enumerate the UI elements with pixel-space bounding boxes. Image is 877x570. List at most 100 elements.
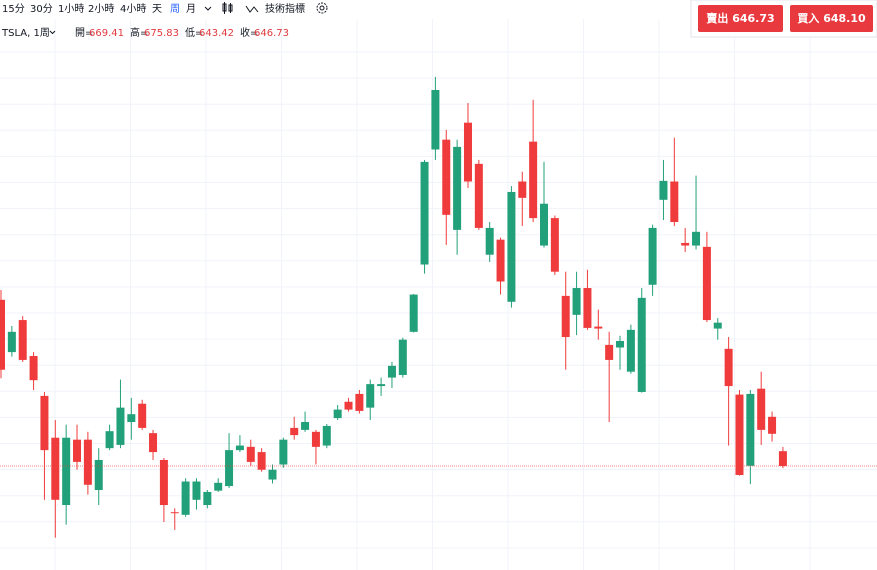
candle-body: [550, 218, 559, 272]
candle-body: [235, 445, 244, 451]
candle-body: [681, 242, 690, 246]
buy-text[interactable]: 買入 648.10: [797, 12, 866, 25]
legend-value: 646.73: [254, 28, 289, 39]
candle-body: [138, 403, 147, 428]
candle-body: [474, 163, 483, 228]
candles: [0, 76, 877, 538]
candle-body: [159, 459, 168, 506]
candle-body: [713, 322, 722, 329]
buy-price[interactable]: 648.10: [823, 12, 866, 25]
indicators-button[interactable]: 技術指標: [265, 2, 305, 15]
candle-body: [463, 122, 472, 182]
candle-icon[interactable]: [222, 2, 233, 14]
buy-label[interactable]: 買入: [797, 12, 819, 25]
candle-body: [757, 388, 766, 430]
candle-body: [518, 181, 527, 198]
candle-body: [594, 326, 603, 329]
candle-body: [116, 407, 125, 445]
interval-button[interactable]: 30分: [30, 3, 53, 15]
candle-body: [0, 299, 5, 370]
candle-body: [355, 393, 364, 411]
candle-body: [420, 161, 429, 265]
candle-body: [637, 297, 646, 392]
toolbar: 技術指標 15分 30分 1小時 2小時 4小時天周月: [2, 2, 328, 15]
candle-body: [768, 416, 777, 434]
candle-body: [203, 491, 212, 506]
candle-body: [616, 340, 625, 348]
sell-price[interactable]: 646.73: [732, 12, 774, 25]
candle-body: [583, 288, 592, 328]
dropdown-icon[interactable]: [204, 6, 212, 11]
candle-body: [735, 394, 744, 475]
candle-body: [442, 139, 451, 215]
candle-body: [670, 181, 679, 223]
legend-label: 高=: [130, 26, 148, 39]
candle-body: [540, 203, 548, 246]
legend-label: 收=: [240, 26, 258, 39]
candle-body: [181, 481, 190, 515]
candle-body: [62, 437, 71, 506]
candle-body: [170, 512, 179, 514]
candle-body: [626, 329, 635, 372]
candle-body: [778, 451, 787, 466]
candle-body: [377, 384, 386, 387]
candle-body: [344, 401, 353, 410]
candle-body: [702, 246, 711, 321]
legend-value: 669.41: [89, 28, 124, 39]
candle-body: [7, 331, 16, 353]
interval-button[interactable]: 2小時: [88, 3, 114, 15]
candle-body: [746, 393, 755, 466]
candle-body: [94, 459, 103, 490]
candle-body: [724, 348, 733, 387]
candle-body: [366, 384, 375, 408]
candle-body: [225, 450, 234, 487]
legend-label: 低=: [185, 26, 203, 39]
interval-button[interactable]: 4小時: [120, 3, 146, 15]
interval-button[interactable]: 天: [152, 4, 162, 15]
candle-body: [387, 365, 396, 378]
grid: [0, 19, 877, 570]
candle-body: [648, 227, 657, 285]
interval-button[interactable]: 月: [186, 3, 196, 15]
candle-body: [301, 422, 310, 430]
candle-body: [692, 231, 701, 246]
candle-body: [127, 414, 136, 423]
candle-body: [105, 431, 114, 449]
candle-body: [529, 141, 538, 219]
candle-body: [496, 239, 505, 282]
candle-body: [192, 481, 201, 500]
candle-body: [572, 288, 581, 315]
candle-body: [29, 356, 38, 381]
candle-body: [279, 439, 288, 465]
candle-body: [246, 446, 255, 462]
indicator-icon[interactable]: [245, 5, 259, 13]
interval-button[interactable]: 1小時: [58, 3, 84, 15]
symbol[interactable]: TSLA, 1周: [1, 27, 50, 39]
candle-body: [290, 427, 299, 436]
legend-label: 開=: [75, 27, 93, 39]
sell-text[interactable]: 賣出 646.73: [705, 11, 774, 25]
sell-label[interactable]: 賣出: [705, 11, 728, 25]
candle-body: [322, 425, 331, 446]
buy-button[interactable]: [790, 5, 873, 32]
candle-body: [214, 482, 223, 491]
candle-body: [73, 439, 82, 462]
candle-body: [40, 395, 49, 451]
candle-body: [333, 409, 342, 419]
candle-body: [485, 227, 494, 255]
candle-body: [18, 320, 27, 360]
sell-button[interactable]: [698, 5, 783, 32]
symbol-dropdown[interactable]: [49, 30, 56, 35]
legend-value: 675.83: [144, 28, 179, 39]
legend-value: 643.42: [199, 28, 234, 39]
candle-body: [431, 90, 440, 150]
candle-body: [51, 437, 60, 500]
candle-body: [257, 452, 266, 470]
settings-icon[interactable]: [316, 2, 328, 14]
interval-button[interactable]: 15分: [2, 3, 25, 15]
interval-button[interactable]: 周: [170, 3, 180, 15]
candle-body: [149, 433, 158, 453]
candle-body: [561, 295, 570, 338]
candle-body: [659, 180, 668, 200]
